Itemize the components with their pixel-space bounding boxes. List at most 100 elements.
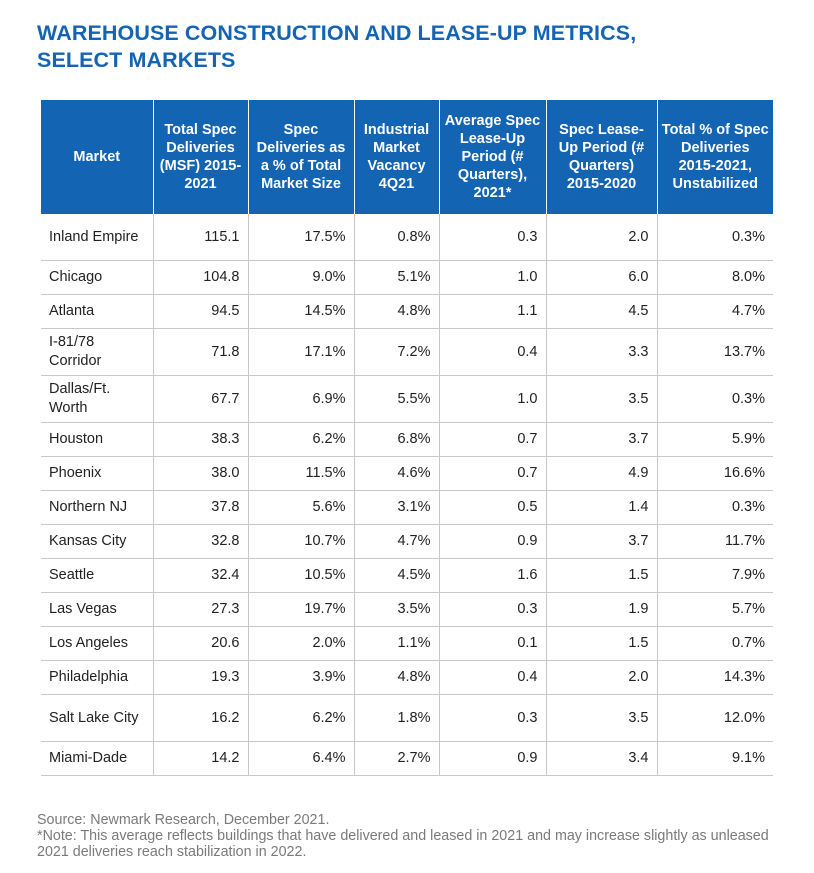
table-cell: 4.7% — [657, 294, 773, 329]
table-cell: 14.3% — [657, 660, 773, 695]
table-cell: 7.9% — [657, 558, 773, 593]
table-cell: 7.2% — [354, 328, 440, 376]
table-cell: 5.7% — [657, 592, 773, 627]
title-line-1: WAREHOUSE CONSTRUCTION AND LEASE-UP METR… — [37, 21, 637, 45]
table-cell: 1.5 — [546, 558, 658, 593]
table-cell: 8.0% — [657, 260, 773, 295]
table-cell: 0.7 — [439, 456, 547, 491]
table-cell: 3.7 — [546, 524, 658, 559]
table-cell: 2.0 — [546, 660, 658, 695]
column-header-spec-deliveries-pct: Spec Deliveries as a % of Total Market S… — [248, 100, 355, 214]
table-row: Atlanta 94.5 14.5% 4.8% 1.1 4.5 4.7% — [41, 294, 773, 329]
table-cell: 1.8% — [354, 694, 440, 742]
market-name-cell: Atlanta — [41, 294, 154, 329]
column-header-unstabilized: Total % of Spec Deliveries 2015-2021, Un… — [657, 100, 773, 214]
table-row: Las Vegas 27.3 19.7% 3.5% 0.3 1.9 5.7% — [41, 592, 773, 627]
metrics-table: Market Total Spec Deliveries (MSF) 2015-… — [41, 100, 773, 776]
table-cell: 0.3 — [439, 214, 547, 261]
table-cell: 0.7 — [439, 422, 547, 457]
table-cell: 5.6% — [248, 490, 355, 525]
table-cell: 1.9 — [546, 592, 658, 627]
market-name-cell: Miami-Dade — [41, 741, 154, 776]
table-row: Chicago 104.8 9.0% 5.1% 1.0 6.0 8.0% — [41, 260, 773, 295]
table-cell: 115.1 — [153, 214, 249, 261]
table-cell: 6.4% — [248, 741, 355, 776]
table-cell: 104.8 — [153, 260, 249, 295]
table-cell: 14.5% — [248, 294, 355, 329]
table-body: Inland Empire 115.1 17.5% 0.8% 0.3 2.0 0.3% Chi… — [41, 214, 773, 776]
table-row: Houston 38.3 6.2% 6.8% 0.7 3.7 5.9% — [41, 422, 773, 457]
table-cell: 9.0% — [248, 260, 355, 295]
table-cell: 19.7% — [248, 592, 355, 627]
table-cell: 0.9 — [439, 524, 547, 559]
table-cell: 20.6 — [153, 626, 249, 661]
table-cell: 4.8% — [354, 660, 440, 695]
table-cell: 67.7 — [153, 375, 249, 423]
market-name-cell: Los Angeles — [41, 626, 154, 661]
table-header-row: Market Total Spec Deliveries (MSF) 2015-… — [41, 100, 773, 214]
table-cell: 1.5 — [546, 626, 658, 661]
table-cell: 2.0% — [248, 626, 355, 661]
table-cell: 0.3% — [657, 214, 773, 261]
table-cell: 17.5% — [248, 214, 355, 261]
table-cell: 13.7% — [657, 328, 773, 376]
table-cell: 1.4 — [546, 490, 658, 525]
table-cell: 14.2 — [153, 741, 249, 776]
table-cell: 3.5 — [546, 375, 658, 423]
table-row: Philadelphia 19.3 3.9% 4.8% 0.4 2.0 14.3% — [41, 660, 773, 695]
table-cell: 4.8% — [354, 294, 440, 329]
table-row: Kansas City 32.8 10.7% 4.7% 0.9 3.7 11.7% — [41, 524, 773, 559]
market-name-cell: Seattle — [41, 558, 154, 593]
table-cell: 0.9 — [439, 741, 547, 776]
table-cell: 3.5 — [546, 694, 658, 742]
source-note: Source: Newmark Research, December 2021. — [37, 812, 330, 828]
column-header-lease-up-2015-2020: Spec Lease-Up Period (# Quarters) 2015-2… — [546, 100, 658, 214]
table-row: Los Angeles 20.6 2.0% 1.1% 0.1 1.5 0.7% — [41, 626, 773, 661]
table-cell: 6.9% — [248, 375, 355, 423]
table-cell: 3.9% — [248, 660, 355, 695]
table-row: Dallas/Ft. Worth 67.7 6.9% 5.5% 1.0 3.5 0.3% — [41, 375, 773, 423]
footnote: *Note: This average reflects buildings t… — [37, 828, 769, 860]
title-line-2: SELECT MARKETS — [37, 48, 236, 72]
table-cell: 4.9 — [546, 456, 658, 491]
table-cell: 3.3 — [546, 328, 658, 376]
table-cell: 5.9% — [657, 422, 773, 457]
table-row: Salt Lake City 16.2 6.2% 1.8% 0.3 3.5 12.0% — [41, 694, 773, 742]
table-cell: 1.0 — [439, 375, 547, 423]
market-name-cell: Northern NJ — [41, 490, 154, 525]
market-name-cell: Inland Empire — [41, 214, 154, 261]
table-cell: 0.3% — [657, 375, 773, 423]
table-cell: 1.1% — [354, 626, 440, 661]
table-cell: 11.5% — [248, 456, 355, 491]
table-cell: 6.0 — [546, 260, 658, 295]
table-cell: 4.5% — [354, 558, 440, 593]
table-cell: 1.1 — [439, 294, 547, 329]
table-cell: 16.2 — [153, 694, 249, 742]
table-row: Phoenix 38.0 11.5% 4.6% 0.7 4.9 16.6% — [41, 456, 773, 491]
market-name-cell: Salt Lake City — [41, 694, 154, 742]
table-cell: 6.8% — [354, 422, 440, 457]
table-row: Northern NJ 37.8 5.6% 3.1% 0.5 1.4 0.3% — [41, 490, 773, 525]
table-cell: 0.3% — [657, 490, 773, 525]
market-name-cell: Phoenix — [41, 456, 154, 491]
table-cell: 3.7 — [546, 422, 658, 457]
table-cell: 9.1% — [657, 741, 773, 776]
footer-notes: Source: Newmark Research, December 2021.… — [37, 812, 797, 860]
table-cell: 94.5 — [153, 294, 249, 329]
table-cell: 32.8 — [153, 524, 249, 559]
market-name-cell: Philadelphia — [41, 660, 154, 695]
market-name-cell: I-81/78 Corridor — [41, 328, 154, 376]
table-cell: 10.7% — [248, 524, 355, 559]
table-cell: 3.1% — [354, 490, 440, 525]
table-cell: 4.7% — [354, 524, 440, 559]
table-cell: 3.5% — [354, 592, 440, 627]
column-header-avg-lease-up-2021: Average Spec Lease-Up Period (# Quarters… — [439, 100, 547, 214]
column-header-vacancy: Industrial Market Vacancy 4Q21 — [354, 100, 440, 214]
table-cell: 0.3 — [439, 592, 547, 627]
table-cell: 10.5% — [248, 558, 355, 593]
table-cell: 27.3 — [153, 592, 249, 627]
table-cell: 6.2% — [248, 694, 355, 742]
market-name-cell: Las Vegas — [41, 592, 154, 627]
column-header-market: Market — [41, 100, 154, 214]
